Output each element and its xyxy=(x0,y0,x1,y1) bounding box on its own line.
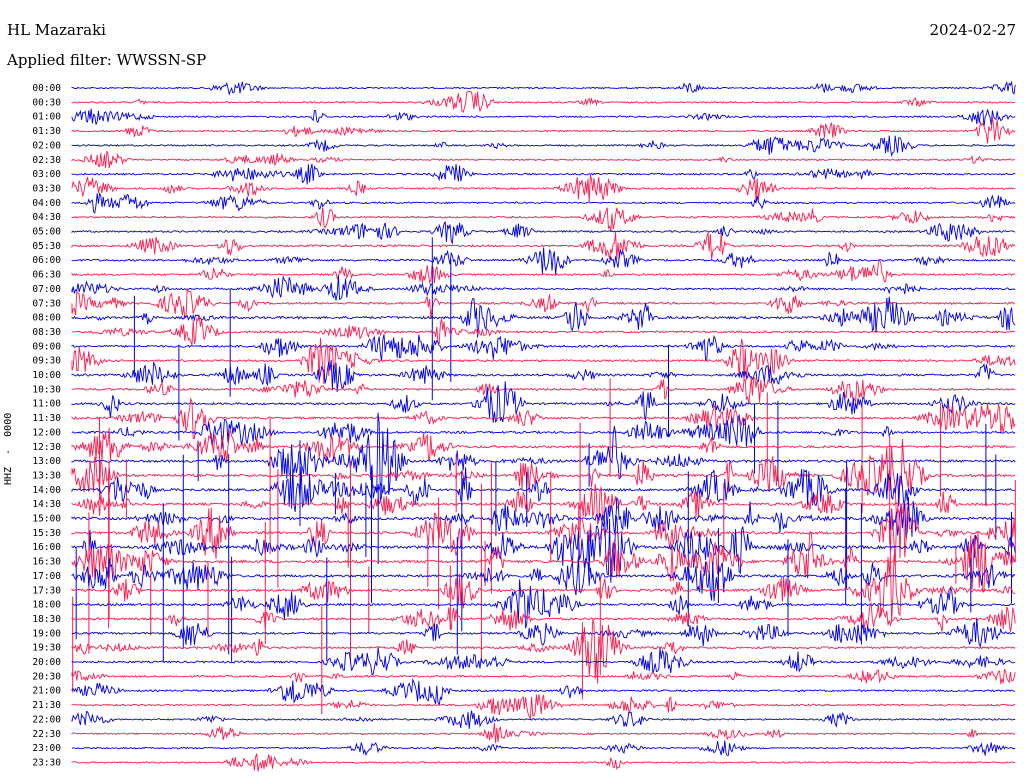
trace-line-0730 xyxy=(71,288,1016,320)
applied-filter: Applied filter: WWSSN-SP xyxy=(7,51,207,69)
trace-line-1100 xyxy=(71,381,1016,424)
time-label-1630: 16:30 xyxy=(32,557,61,568)
time-label-1100: 11:00 xyxy=(32,399,61,410)
time-label-0700: 07:00 xyxy=(32,284,61,295)
trace-line-1800 xyxy=(71,579,1016,629)
trace-line-0230 xyxy=(71,150,1016,169)
trace-line-2330 xyxy=(71,753,1016,772)
trace-line-2000 xyxy=(71,647,1016,676)
time-label-0800: 08:00 xyxy=(32,313,61,324)
time-label-2100: 21:00 xyxy=(32,686,61,697)
trace-line-1530 xyxy=(71,505,1016,567)
time-label-0030: 00:30 xyxy=(32,97,61,108)
time-label-1030: 10:30 xyxy=(32,384,61,395)
trace-line-0900 xyxy=(71,334,1016,362)
time-label-0430: 04:30 xyxy=(32,212,61,223)
time-label-0530: 05:30 xyxy=(32,241,61,252)
time-label-1700: 17:00 xyxy=(32,571,61,582)
time-label-1400: 14:00 xyxy=(32,485,61,496)
trace-line-2300 xyxy=(71,740,1016,757)
time-label-1600: 16:00 xyxy=(32,542,61,553)
trace-line-0330 xyxy=(71,173,1016,202)
time-label-1930: 19:30 xyxy=(32,643,61,654)
time-label-0230: 02:30 xyxy=(32,155,61,166)
trace-line-2100 xyxy=(71,677,1016,707)
time-label-2130: 21:30 xyxy=(32,700,61,711)
trace-line-0430 xyxy=(71,207,1016,231)
trace-line-1730 xyxy=(71,554,1016,623)
time-label-2330: 23:30 xyxy=(32,757,61,768)
trace-line-0030 xyxy=(71,90,1016,113)
time-label-2200: 22:00 xyxy=(32,714,61,725)
trace-line-0630 xyxy=(71,258,1016,285)
trace-line-0300 xyxy=(71,163,1016,185)
trace-line-0130 xyxy=(71,117,1016,144)
record-date: 2024-02-27 xyxy=(929,21,1016,39)
trace-line-2130 xyxy=(71,694,1016,720)
time-label-2000: 20:00 xyxy=(32,657,61,668)
trace-line-1200 xyxy=(71,413,1016,449)
time-label-0300: 03:00 xyxy=(32,169,61,180)
trace-line-2200 xyxy=(71,710,1016,729)
trace-line-1930 xyxy=(71,619,1016,684)
time-label-0130: 01:30 xyxy=(32,126,61,137)
time-label-1300: 13:00 xyxy=(32,456,61,467)
trace-line-2230 xyxy=(71,722,1016,744)
trace-line-0200 xyxy=(71,135,1016,158)
time-label-2030: 20:30 xyxy=(32,671,61,682)
time-label-0000: 00:00 xyxy=(32,83,61,94)
time-label-1330: 13:30 xyxy=(32,470,61,481)
time-label-0330: 03:30 xyxy=(32,183,61,194)
time-label-2230: 22:30 xyxy=(32,729,61,740)
station-name: HL Mazaraki xyxy=(7,21,106,39)
trace-line-1000 xyxy=(71,359,1016,393)
trace-line-0600 xyxy=(71,247,1016,275)
time-label-0200: 02:00 xyxy=(32,140,61,151)
time-label-0500: 05:00 xyxy=(32,227,61,238)
trace-line-1700 xyxy=(71,556,1016,602)
time-label-0600: 06:00 xyxy=(32,255,61,266)
trace-line-2030 xyxy=(71,668,1016,685)
time-label-1430: 14:30 xyxy=(32,499,61,510)
trace-line-0000 xyxy=(71,80,1016,96)
trace-line-0800 xyxy=(71,296,1016,338)
time-label-1230: 12:30 xyxy=(32,442,61,453)
time-label-2300: 23:00 xyxy=(32,743,61,754)
time-label-0830: 08:30 xyxy=(32,327,61,338)
time-label-1530: 15:30 xyxy=(32,528,61,539)
time-label-0900: 09:00 xyxy=(32,341,61,352)
time-label-1730: 17:30 xyxy=(32,585,61,596)
trace-line-1900 xyxy=(71,617,1016,648)
time-label-0930: 09:30 xyxy=(32,356,61,367)
trace-line-0100 xyxy=(71,108,1016,127)
time-label-0730: 07:30 xyxy=(32,298,61,309)
time-label-1200: 12:00 xyxy=(32,427,61,438)
time-label-1800: 18:00 xyxy=(32,600,61,611)
trace-line-1630 xyxy=(71,530,1016,593)
time-label-1000: 10:00 xyxy=(32,370,61,381)
trace-line-0500 xyxy=(71,221,1016,245)
trace-line-0830 xyxy=(71,314,1016,346)
trace-line-0530 xyxy=(71,232,1016,260)
time-label-1130: 11:30 xyxy=(32,413,61,424)
trace-line-1130 xyxy=(71,397,1016,440)
trace-line-1230 xyxy=(71,427,1016,464)
trace-line-1830 xyxy=(71,602,1016,632)
time-label-1900: 19:00 xyxy=(32,628,61,639)
trace-line-0930 xyxy=(71,338,1016,385)
time-label-0400: 04:00 xyxy=(32,198,61,209)
time-label-0630: 06:30 xyxy=(32,270,61,281)
time-label-0100: 01:00 xyxy=(32,112,61,123)
trace-line-0400 xyxy=(71,191,1016,214)
trace-line-1030 xyxy=(71,377,1016,404)
time-label-1830: 18:30 xyxy=(32,614,61,625)
trace-line-0700 xyxy=(71,275,1016,301)
time-label-1500: 15:00 xyxy=(32,514,61,525)
